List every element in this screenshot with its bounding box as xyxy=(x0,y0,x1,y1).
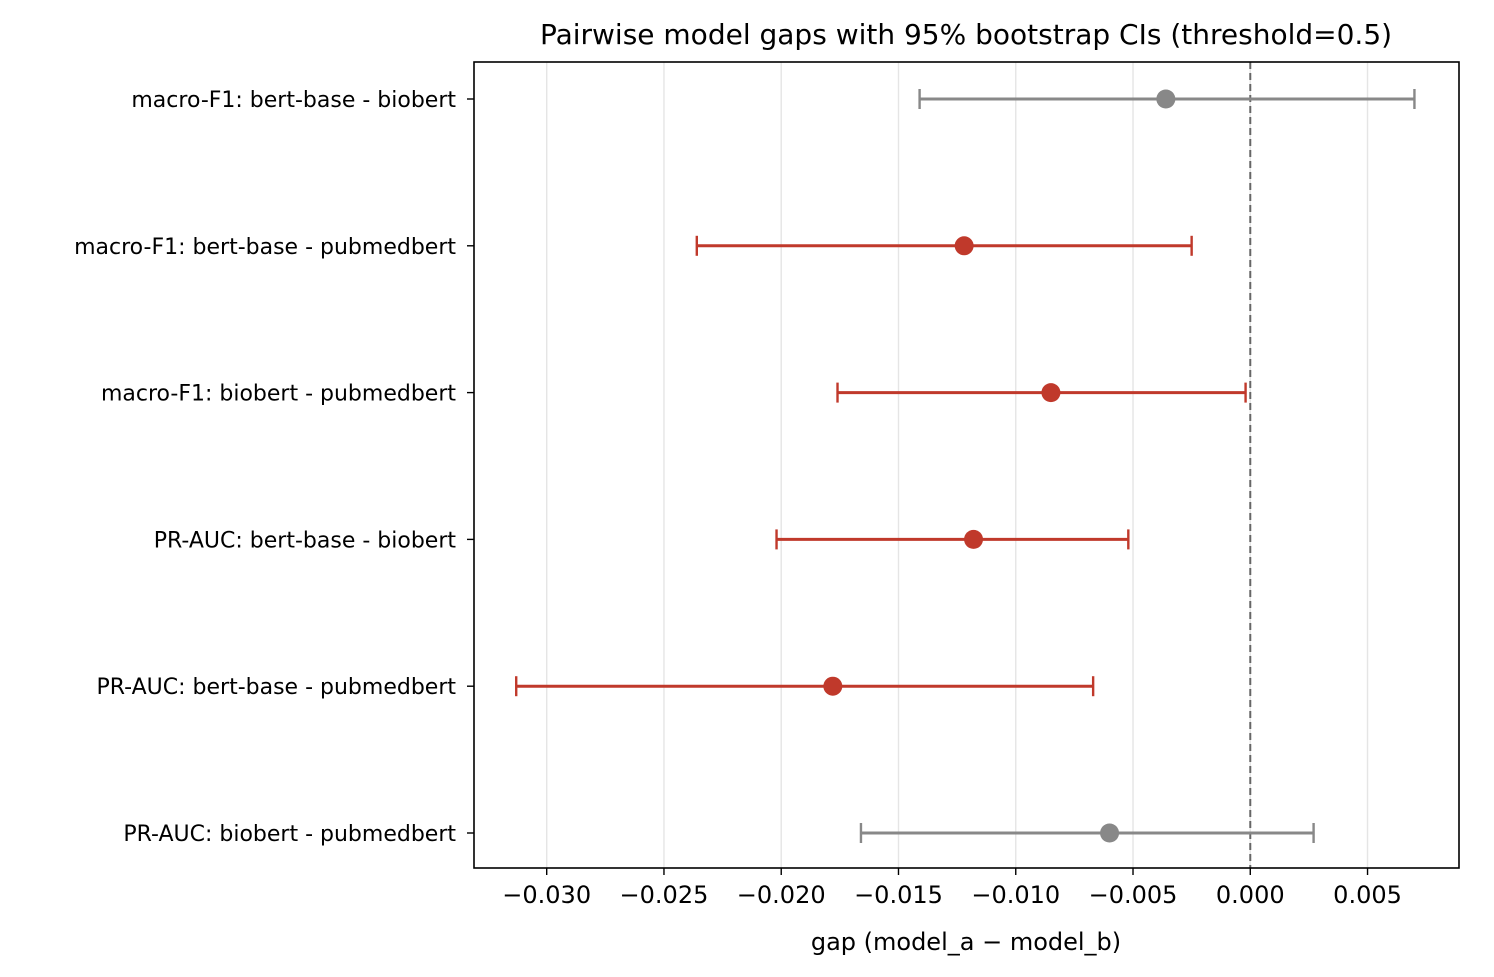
x-axis-ticks: −0.030 −0.025 −0.020 −0.015 −0.010 −0.005 0.00… xyxy=(502,868,1402,909)
x-tick-label: 0.000 xyxy=(1216,881,1285,909)
y-tick-label: macro-F1: bert-base - biobert xyxy=(131,88,456,113)
x-tick-label: −0.025 xyxy=(620,881,709,909)
gap-point xyxy=(823,676,843,696)
x-tick-label: −0.020 xyxy=(737,881,826,909)
y-tick-label: PR-AUC: bert-base - biobert xyxy=(154,528,457,553)
x-tick-label: −0.010 xyxy=(971,881,1060,909)
x-tick-label: −0.005 xyxy=(1089,881,1178,909)
x-tick-label: −0.030 xyxy=(502,881,591,909)
x-tick-label: −0.015 xyxy=(854,881,943,909)
grid-lines xyxy=(546,62,1369,868)
y-tick-label: PR-AUC: bert-base - pubmedbert xyxy=(97,675,457,700)
y-tick-label: macro-F1: bert-base - pubmedbert xyxy=(74,235,456,260)
gap-point xyxy=(1041,383,1061,403)
x-axis-label: gap (model_a − model_b) xyxy=(811,928,1121,956)
y-tick-label: macro-F1: biobert - pubmedbert xyxy=(101,382,456,407)
y-axis-ticks: macro-F1: bert-base - biobert macro-F1: b… xyxy=(74,88,474,847)
x-tick-label: 0.005 xyxy=(1333,881,1402,909)
gap-point xyxy=(964,529,984,549)
gap-point xyxy=(1156,89,1176,109)
gap-point xyxy=(954,236,974,256)
y-tick-label: PR-AUC: biobert - pubmedbert xyxy=(123,822,456,847)
chart-title: Pairwise model gaps with 95% bootstrap C… xyxy=(540,18,1392,51)
plot-frame xyxy=(473,61,1460,869)
gap-point xyxy=(1100,823,1120,843)
error-bars xyxy=(515,89,1416,843)
